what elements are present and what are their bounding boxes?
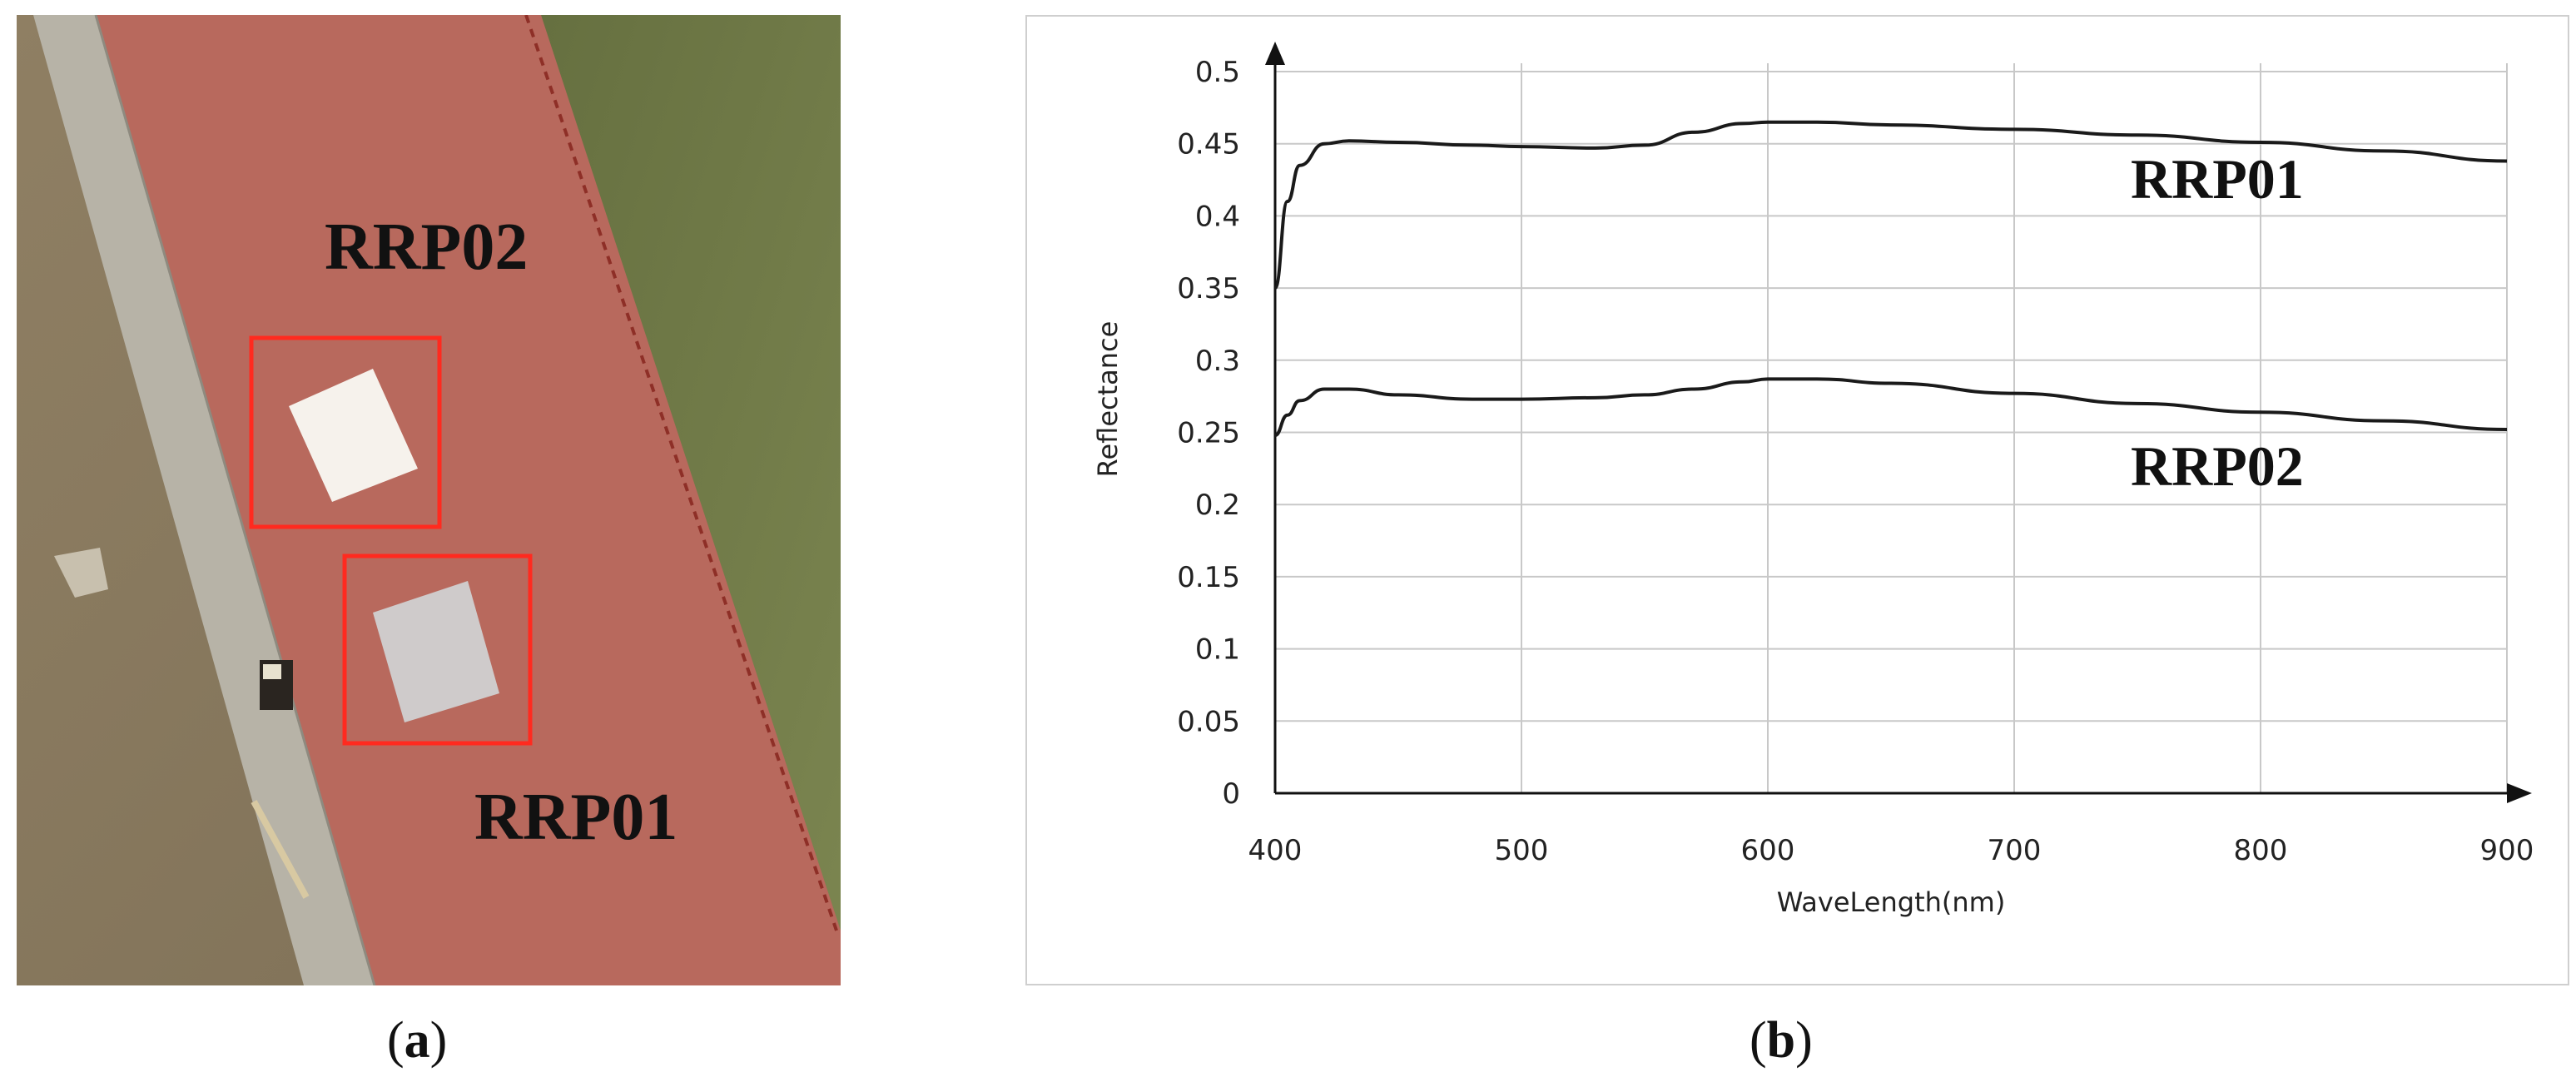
x-tick-label: 500 [1495,834,1549,867]
y-tick-label: 0 [1222,777,1240,811]
caption-b-close: ) [1795,1012,1813,1069]
series-label-rrp02: RRP02 [2131,434,2304,498]
series-line-rrp02 [1274,377,2508,437]
grid-layer [1275,63,2508,793]
y-tick-label: 0.35 [1177,272,1240,305]
aerial-photo-graphic: RRP02 RRP01 [17,15,841,985]
x-tick-label: 900 [2480,834,2534,867]
reflectance-chart: RRP01 RRP02 0 0.05 0.1 0.15 0.2 0.25 0.3 0.35 0.4… [1025,15,2569,985]
rrp02-box [249,335,442,529]
tick-layer: 0 0.05 0.1 0.15 0.2 0.25 0.3 0.35 0.4 0.45 0.5 400 5… [1177,56,2534,867]
caption-a-open: ( [387,1012,405,1069]
rrp01-box [342,553,533,746]
caption-a-close: ) [429,1012,448,1069]
caption-b-letter: b [1766,1012,1796,1069]
caption-a: (a) [387,1011,447,1070]
path-edge [94,15,376,985]
aerial-photo: RRP02 RRP01 [17,15,841,985]
running-track [96,15,841,985]
series-layer: RRP01 RRP02 [1273,120,2508,498]
y-tick-label: 0.4 [1195,200,1240,233]
y-tick-label: 0.3 [1195,345,1240,378]
rrp01-panel [373,581,499,722]
stick [251,800,310,899]
chart-svg: RRP01 RRP02 0 0.05 0.1 0.15 0.2 0.25 0.3 0.35 0.4… [1092,42,2534,918]
y-tick-label: 0.15 [1177,561,1240,594]
x-axis-arrow [2507,783,2532,803]
y-axis-arrow [1265,42,1285,65]
x-tick-label: 600 [1741,834,1795,867]
axis-layer [1265,42,2532,803]
y-tick-label: 0.05 [1177,705,1240,738]
debris [54,548,108,598]
equipment-top [263,664,281,679]
rrp02-label: RRP02 [325,211,528,284]
chart-frame [1025,15,2569,985]
y-tick-label: 0.25 [1177,417,1240,450]
x-axis-title: WaveLength(nm) [1777,886,2006,918]
y-axis-title: Reflectance [1092,321,1124,478]
caption-a-letter: a [404,1012,430,1069]
series-label-rrp01: RRP01 [2131,147,2304,211]
x-tick-label: 400 [1248,834,1303,867]
rrp02-panel [289,369,418,502]
track-edge-line [524,15,838,931]
y-tick-label: 0.45 [1177,128,1240,161]
series-line-rrp01 [1273,120,2508,290]
y-tick-label: 0.2 [1195,489,1240,522]
caption-b: (b) [1750,1011,1813,1070]
y-tick-label: 0.1 [1195,633,1240,667]
caption-b-open: ( [1750,1012,1767,1069]
x-tick-label: 800 [2234,834,2288,867]
paved-path [33,15,375,985]
rrp01-label: RRP01 [474,781,678,854]
y-tick-label: 0.5 [1195,56,1240,89]
x-tick-label: 700 [1988,834,2042,867]
